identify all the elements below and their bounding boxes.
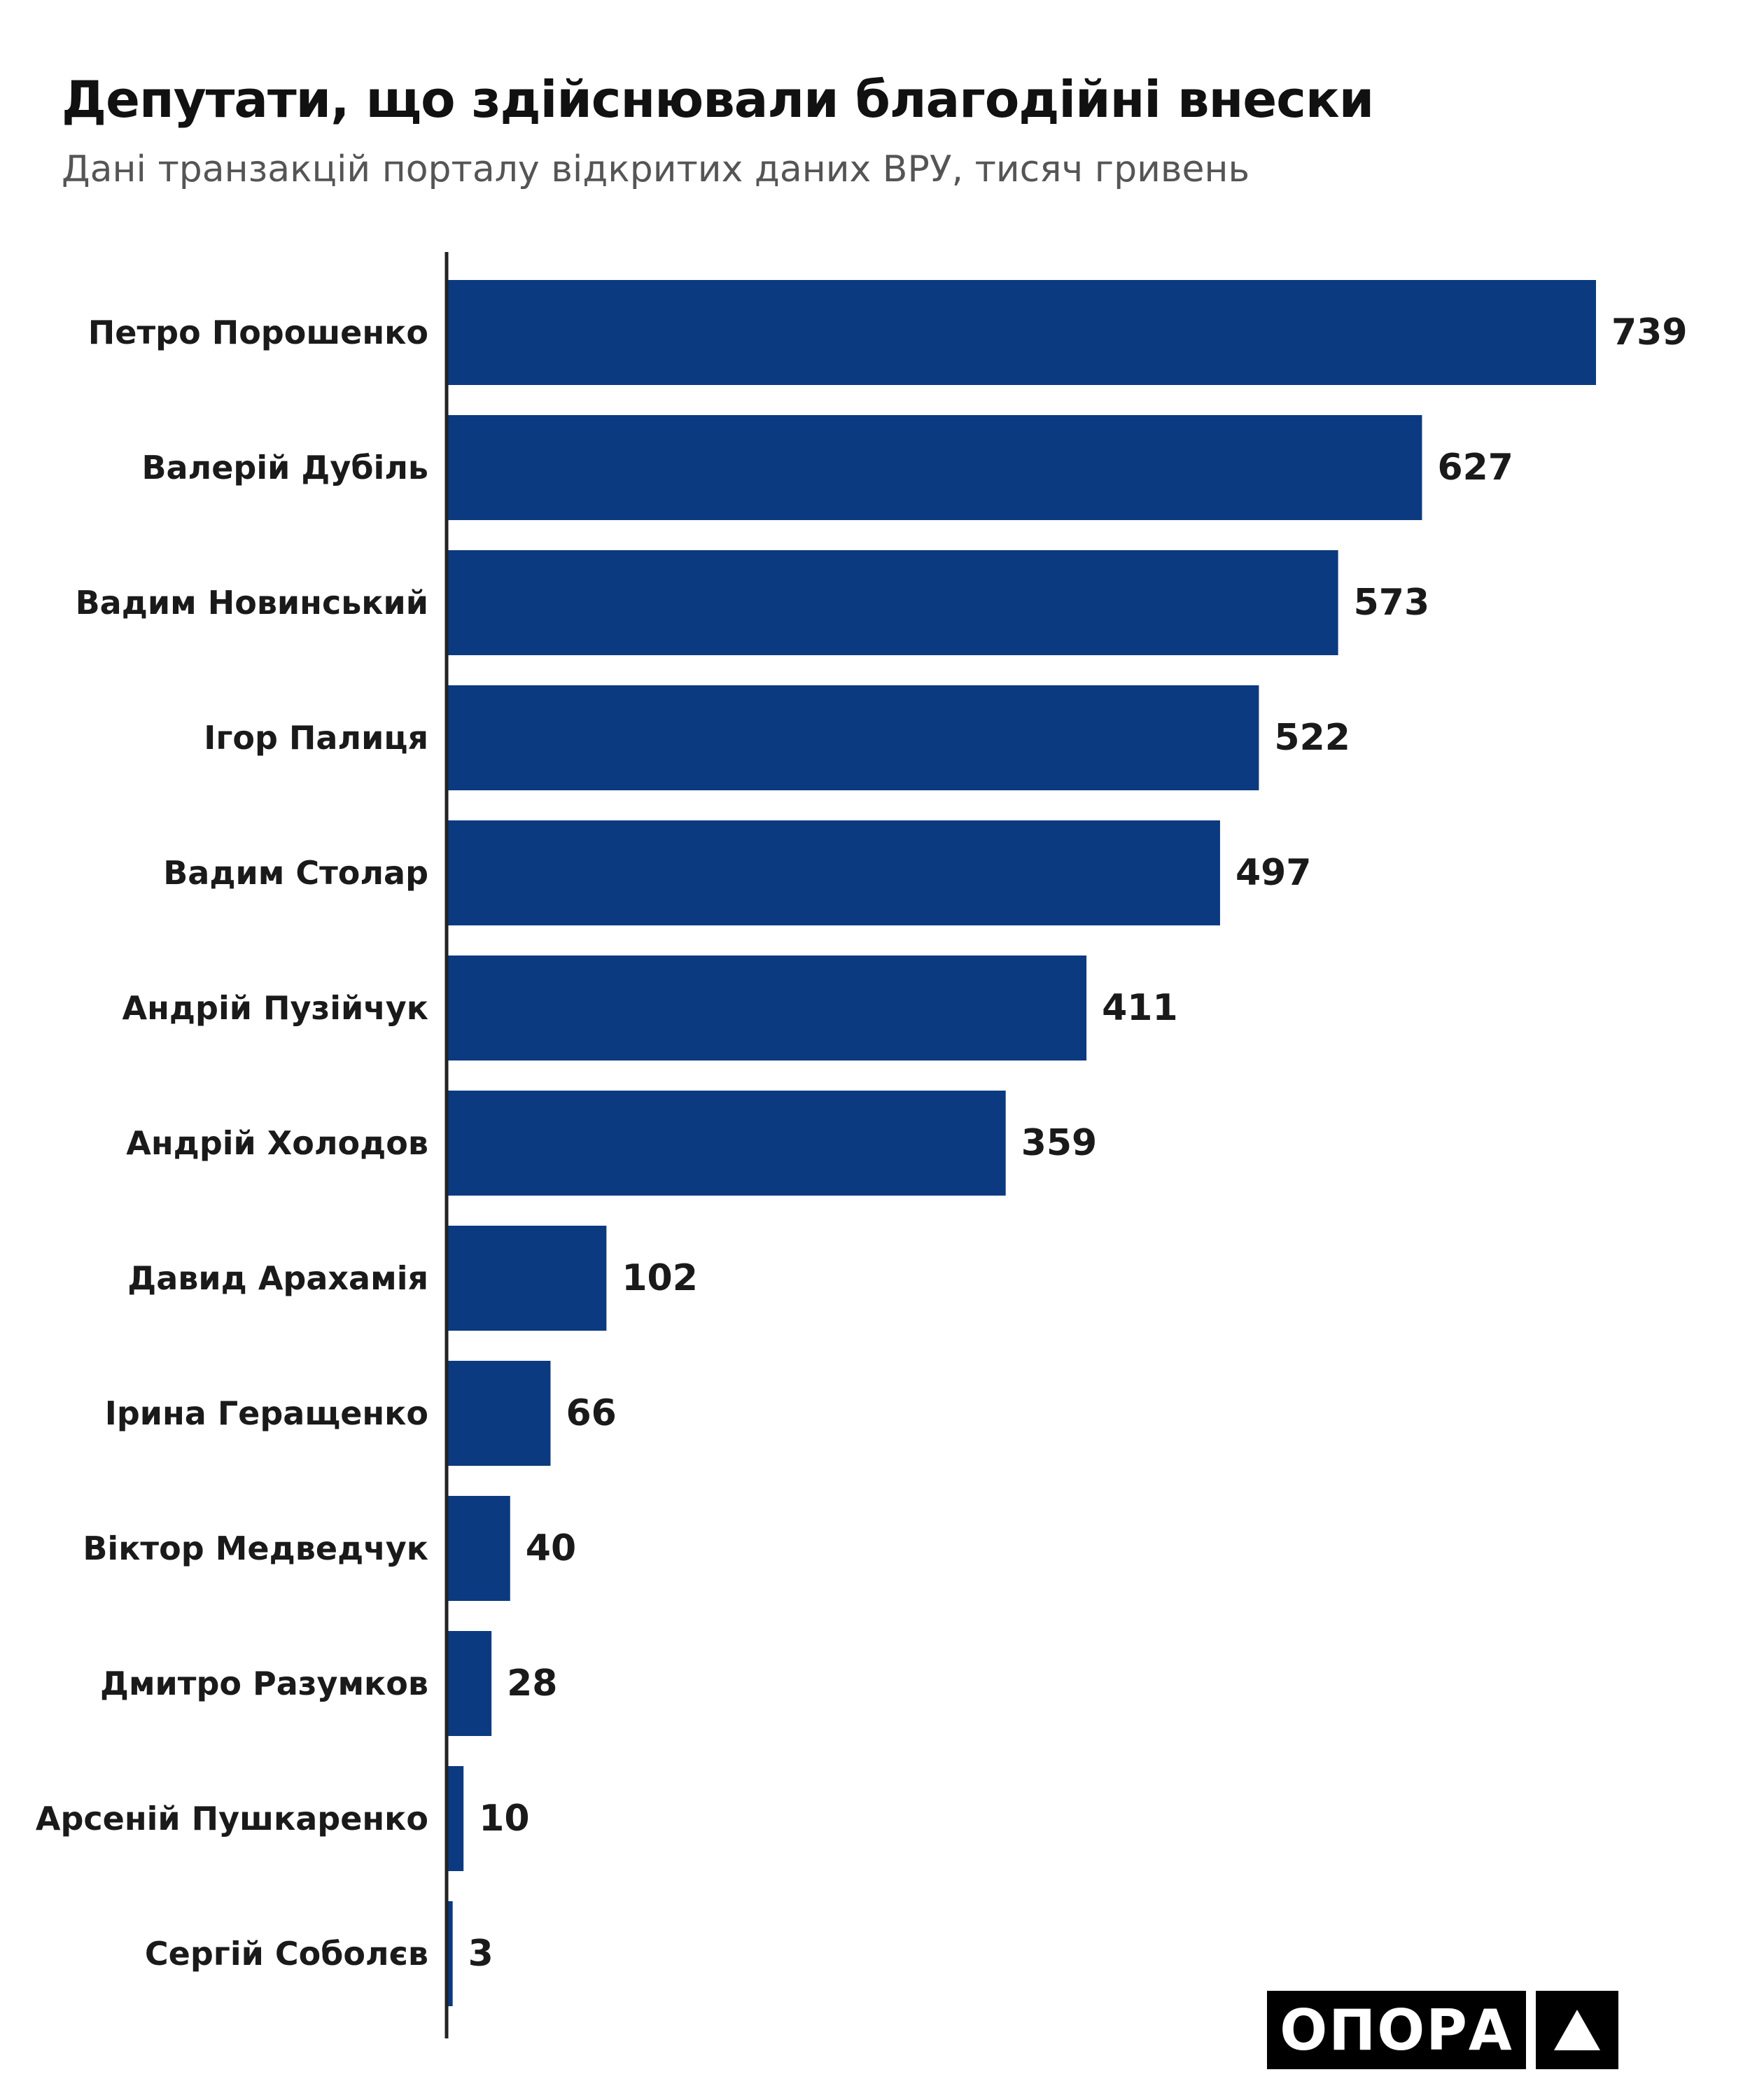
logo-text: ОПОРА: [1267, 1991, 1526, 2069]
data-label: 573: [1354, 582, 1430, 624]
bar: [448, 280, 1596, 385]
bar: [448, 1361, 551, 1466]
value-labels: 739 627 573 522 497 411 359 102 66 40 28 10 3: [468, 312, 1688, 1975]
category-label: Арсеній Пушкаренко: [36, 1800, 428, 1837]
data-label: 627: [1437, 447, 1513, 489]
category-labels: Петро Порошенко Валерій Дубіль Вадим Новин…: [36, 314, 428, 1973]
chart-subtitle: Дані транзакцій порталу відкритих даних …: [62, 148, 1250, 190]
opora-logo: ОПОРА: [1267, 1991, 1618, 2069]
data-label: 497: [1236, 852, 1312, 894]
bar: [448, 1226, 607, 1331]
data-label: 411: [1102, 987, 1178, 1029]
category-label: Сергій Соболєв: [145, 1935, 428, 1973]
category-label: Петро Порошенко: [88, 314, 428, 351]
bar: [448, 1496, 510, 1601]
bar: [448, 685, 1259, 790]
bar: [448, 415, 1422, 520]
bar: [448, 1631, 492, 1736]
bar: [448, 1091, 1006, 1196]
data-label: 102: [622, 1257, 698, 1299]
bar: [448, 1901, 453, 2006]
category-label: Дмитро Разумков: [100, 1665, 428, 1702]
data-label: 10: [479, 1798, 529, 1840]
bar: [448, 1766, 464, 1871]
bars-layer: [448, 280, 1596, 2006]
data-label: 522: [1274, 717, 1350, 759]
triangle-icon: [1536, 1991, 1618, 2069]
category-label: Валерій Дубіль: [141, 449, 428, 486]
category-label: Андрій Пузійчук: [122, 989, 428, 1027]
data-label: 3: [468, 1933, 493, 1975]
data-label: 359: [1021, 1122, 1098, 1164]
category-label: Вадим Новинський: [76, 584, 428, 622]
bar: [448, 550, 1338, 655]
bar: [448, 955, 1087, 1060]
data-label: 66: [566, 1392, 616, 1434]
category-label: Вадим Столар: [163, 854, 428, 892]
data-label: 739: [1611, 312, 1688, 354]
bar: [448, 820, 1220, 925]
category-label: Віктор Медведчук: [83, 1530, 428, 1567]
data-label: 40: [526, 1527, 576, 1569]
category-label: Андрій Холодов: [126, 1124, 428, 1162]
category-label: Ігор Палиця: [204, 719, 428, 757]
chart-title: Депутати, що здійснювали благодійні внес…: [62, 70, 1374, 129]
data-label: 28: [507, 1662, 557, 1704]
category-label: Ірина Геращенко: [105, 1394, 428, 1432]
category-label: Давид Арахамія: [127, 1259, 428, 1297]
